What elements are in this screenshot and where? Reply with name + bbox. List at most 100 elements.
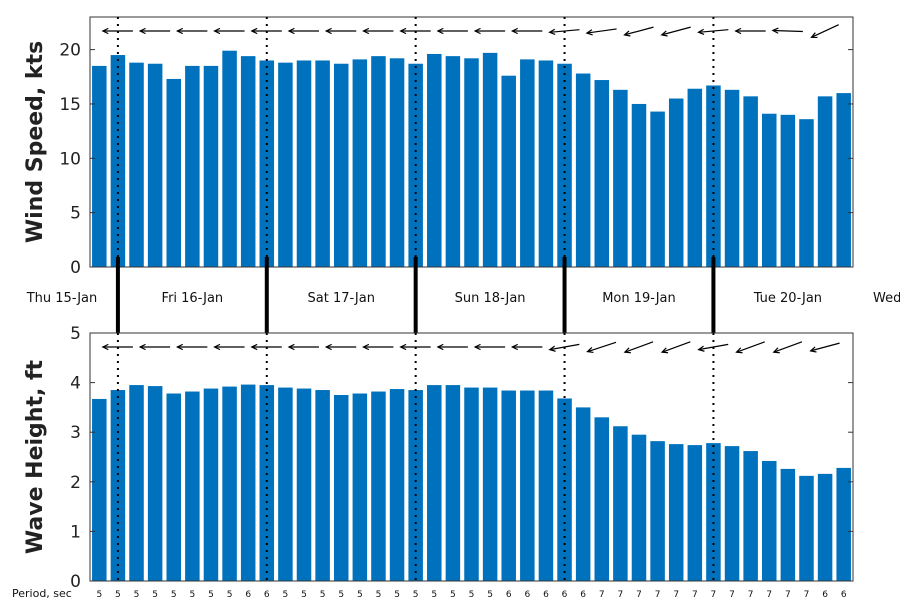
wave-direction-arrow	[809, 342, 840, 353]
wind-bar	[594, 80, 610, 267]
wind-speed-panel: 0 5 10 15 20 Wind Speed, kts	[23, 16, 854, 278]
wind-bar	[296, 60, 312, 268]
wave-direction-arrow	[175, 343, 208, 351]
wind-direction-arrow-head	[771, 27, 779, 34]
wave-bar	[594, 417, 610, 581]
wave-direction-arrow-shaft	[587, 341, 617, 353]
wind-bar	[650, 111, 665, 267]
wave-bar	[240, 384, 256, 581]
period-value: 6	[562, 590, 568, 600]
wind-bar	[389, 58, 405, 267]
day-label: Tue 20-Jan	[753, 291, 822, 306]
wave-direction-arrow-head	[175, 343, 184, 351]
wind-direction-arrow-head	[436, 27, 444, 35]
wave-direction-arrow-shaft	[773, 341, 803, 353]
wave-bar	[464, 387, 479, 581]
period-value: 7	[673, 590, 679, 600]
wind-direction-arrow-shaft	[698, 29, 729, 33]
period-value: 7	[636, 590, 642, 600]
wind-bar	[315, 60, 330, 268]
wave-direction-arrow-shaft	[810, 342, 840, 352]
wave-direction-arrow-head	[362, 343, 370, 351]
wind-ytick-label: 20	[59, 41, 81, 61]
wind-direction-arrow	[362, 27, 394, 35]
wind-bar	[333, 63, 349, 267]
wind-direction-arrow-head	[138, 27, 146, 35]
wave-direction-arrow	[436, 343, 468, 351]
wave-ytick-label: 2	[70, 473, 81, 493]
wind-bar	[203, 65, 219, 267]
day-label: Sun 18-Jan	[455, 291, 526, 306]
period-value: 5	[208, 590, 214, 600]
wave-direction-arrow-head	[586, 347, 594, 354]
wave-bar	[538, 390, 554, 581]
wind-bar	[501, 75, 516, 268]
wind-direction-arrow-head	[473, 27, 481, 35]
period-label: Period, sec	[12, 587, 72, 600]
wave-bar	[203, 388, 219, 581]
wind-bar	[668, 98, 684, 268]
wave-bar	[650, 441, 665, 581]
wind-axes-box	[89, 16, 854, 268]
wind-direction-arrow	[399, 27, 431, 35]
period-value: 5	[487, 590, 493, 600]
wind-bar	[240, 56, 256, 268]
day-label: Wed	[873, 291, 900, 306]
wave-bar	[389, 389, 405, 581]
period-value: 5	[189, 590, 195, 600]
wave-bar	[222, 386, 237, 581]
wave-direction-arrow	[510, 343, 543, 351]
period-value: 5	[96, 590, 102, 600]
wave-direction-arrow-head	[287, 343, 295, 351]
wave-direction-arrow	[399, 343, 431, 351]
period-value: 5	[320, 590, 326, 600]
wind-ylabel: Wind Speed, kts	[23, 41, 48, 243]
period-value: 5	[115, 590, 121, 600]
period-value: 7	[804, 590, 810, 600]
wind-direction-arrow	[697, 28, 729, 35]
wave-bar	[278, 387, 293, 581]
wave-direction-arrow-head	[510, 343, 518, 351]
wave-direction-arrow	[548, 343, 580, 352]
wave-direction-arrow-head	[548, 345, 556, 352]
period-value: 7	[748, 590, 754, 600]
wind-bar	[613, 89, 628, 268]
period-value: 6	[822, 590, 828, 600]
wind-direction-arrow-head	[548, 28, 556, 35]
wave-direction-arrow-head	[213, 343, 221, 351]
wind-bar	[259, 60, 275, 268]
period-value: 5	[469, 590, 475, 600]
period-value: 5	[394, 590, 400, 600]
period-value: 7	[618, 590, 624, 600]
wave-direction-arrow-shaft	[624, 341, 654, 353]
period-value: 6	[524, 590, 530, 600]
wave-bar	[371, 391, 386, 581]
wave-direction-arrow	[324, 343, 357, 351]
period-value: 7	[729, 590, 735, 600]
wave-bar	[166, 393, 182, 581]
wind-direction-arrow	[585, 28, 617, 36]
wave-direction-arrow-head	[660, 347, 669, 354]
wind-direction-arrow-head	[175, 27, 184, 35]
day-label-strip: Thu 15-Jan Fri 16-Jan Sat 17-Jan Sun 18-Jan…	[26, 257, 900, 333]
wave-direction-arrow-head	[138, 343, 146, 351]
wind-direction-arrow	[623, 26, 654, 37]
wave-direction-arrow	[735, 341, 765, 354]
wave-direction-arrow-shaft	[661, 341, 691, 353]
wind-direction-arrow-head	[324, 27, 332, 35]
wind-bar	[352, 59, 368, 268]
wind-bar	[371, 56, 386, 268]
wind-direction-arrow-head	[362, 27, 370, 35]
wave-bar	[520, 390, 535, 581]
period-value: 6	[543, 590, 549, 600]
wave-direction-arrow	[697, 343, 729, 352]
wave-bar	[706, 443, 721, 581]
wave-direction-arrow-head	[735, 347, 743, 354]
wind-direction-arrow-shaft	[772, 29, 803, 33]
wind-direction-arrow	[287, 27, 320, 35]
wave-bar	[315, 390, 330, 581]
period-value: 5	[227, 590, 233, 600]
wind-ytick-label: 5	[70, 204, 81, 224]
day-label: Sat 17-Jan	[308, 291, 375, 306]
wave-direction-arrow-head	[101, 343, 109, 351]
